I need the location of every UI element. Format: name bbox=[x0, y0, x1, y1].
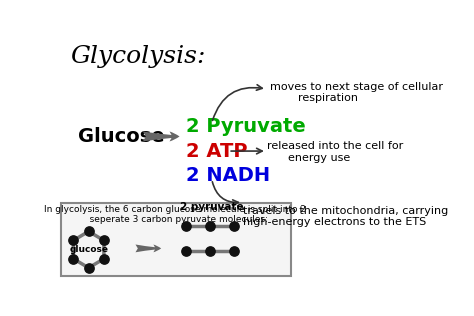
Point bbox=[206, 224, 214, 229]
Point bbox=[182, 224, 190, 229]
Text: In glycolysis, the 6 carbon glucose molecule is split into 2
   seperate 3 carbo: In glycolysis, the 6 carbon glucose mole… bbox=[44, 204, 306, 224]
Text: glucose: glucose bbox=[69, 245, 108, 254]
Text: 2 NADH: 2 NADH bbox=[186, 166, 270, 185]
Text: Glucose: Glucose bbox=[78, 127, 164, 146]
Point bbox=[100, 256, 108, 261]
Text: travels to the mitochondria, carrying
high-energy electrons to the ETS: travels to the mitochondria, carrying hi… bbox=[243, 206, 448, 228]
Point bbox=[230, 248, 237, 253]
Text: 2 pyruvate: 2 pyruvate bbox=[180, 202, 244, 212]
Point bbox=[206, 248, 214, 253]
Text: moves to next stage of cellular
        respiration: moves to next stage of cellular respirat… bbox=[271, 82, 444, 103]
Point bbox=[182, 248, 190, 253]
Point bbox=[85, 265, 92, 270]
Point bbox=[70, 256, 77, 261]
Text: 2 Pyruvate: 2 Pyruvate bbox=[186, 117, 306, 136]
Text: released into the cell for
      energy use: released into the cell for energy use bbox=[267, 142, 403, 163]
Point bbox=[100, 238, 108, 243]
Point bbox=[70, 238, 77, 243]
Text: Glycolysis:: Glycolysis: bbox=[70, 45, 206, 68]
Point bbox=[230, 224, 237, 229]
Point bbox=[85, 229, 92, 234]
Text: 2 ATP: 2 ATP bbox=[186, 142, 247, 161]
FancyBboxPatch shape bbox=[61, 204, 291, 276]
